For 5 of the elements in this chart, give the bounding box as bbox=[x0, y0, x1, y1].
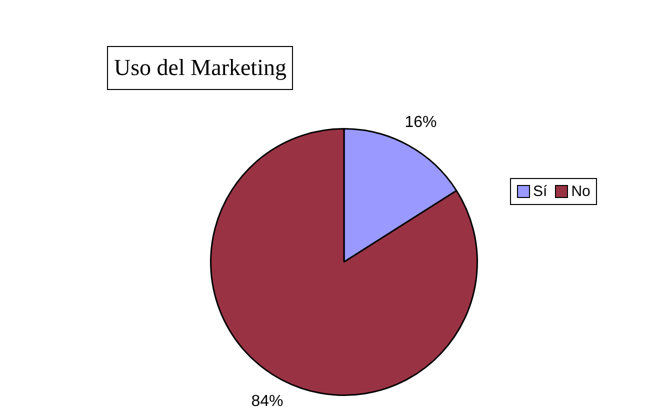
chart-title: Uso del Marketing bbox=[107, 46, 294, 90]
data-label: 16% bbox=[404, 114, 437, 131]
data-label: 84% bbox=[251, 392, 284, 410]
legend-label: Sí bbox=[533, 183, 548, 200]
legend-label: No bbox=[571, 183, 590, 200]
